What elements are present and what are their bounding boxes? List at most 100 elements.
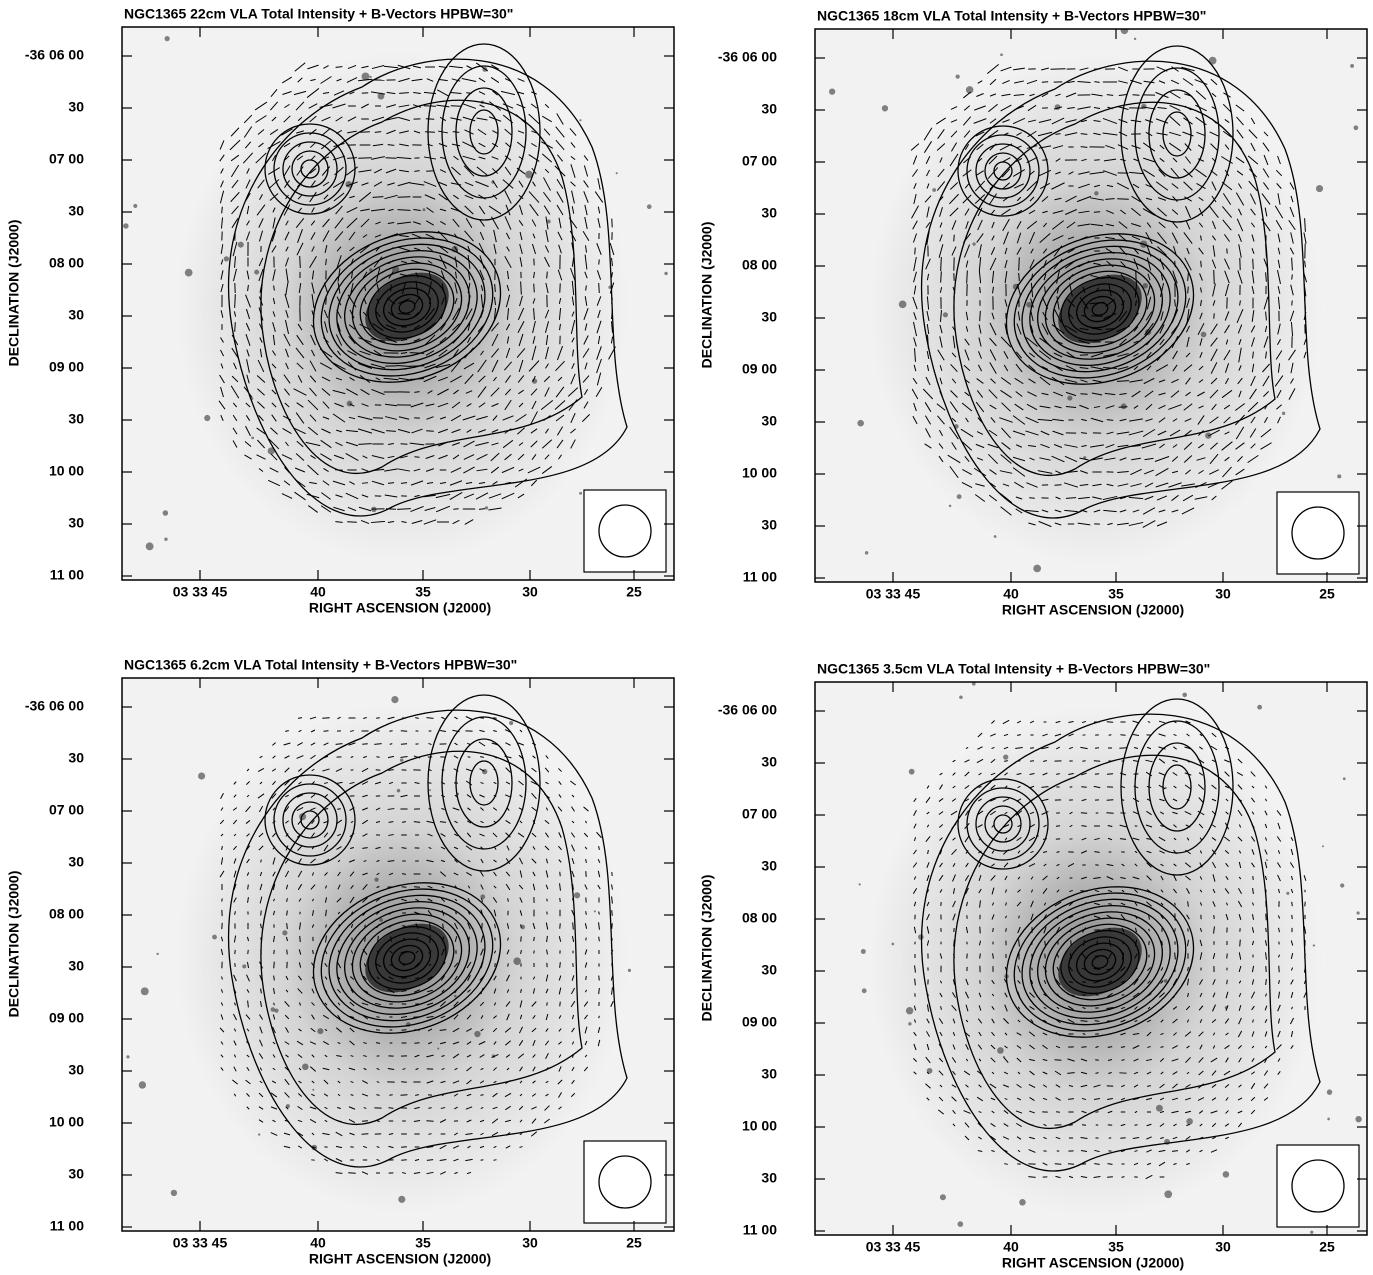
x-tick-label: 40 bbox=[310, 584, 326, 600]
beam-box bbox=[584, 1141, 666, 1223]
b-vector bbox=[261, 860, 262, 863]
b-vector bbox=[1095, 1073, 1098, 1074]
star bbox=[994, 535, 997, 538]
b-vector bbox=[1266, 928, 1267, 932]
star bbox=[482, 769, 487, 774]
star bbox=[251, 437, 254, 440]
y-tick-label: 10 00 bbox=[49, 1114, 84, 1130]
panel-title: NGC1365 3.5cm VLA Total Intensity + B-Ve… bbox=[817, 661, 1210, 677]
star bbox=[429, 789, 431, 791]
x-tick-label: 25 bbox=[1319, 1239, 1335, 1255]
x-tick-label: 03 33 45 bbox=[173, 1235, 228, 1251]
b-vector bbox=[1227, 980, 1228, 984]
star bbox=[957, 494, 962, 499]
y-tick-label: 30 bbox=[68, 99, 84, 115]
b-vector bbox=[1119, 407, 1128, 408]
x-axis-label: RIGHT ASCENSION (J2000) bbox=[309, 600, 491, 616]
b-vector bbox=[573, 922, 574, 929]
panel: NGC1365 3.5cm VLA Total Intensity + B-Ve… bbox=[699, 661, 1367, 1271]
star bbox=[271, 1007, 276, 1012]
star bbox=[1134, 38, 1136, 40]
b-vector bbox=[521, 936, 522, 941]
x-tick-label: 25 bbox=[626, 584, 642, 600]
b-vector bbox=[612, 923, 613, 929]
b-vector bbox=[599, 912, 600, 915]
star bbox=[1282, 412, 1285, 415]
b-vector bbox=[1122, 1177, 1125, 1178]
y-tick-label: 30 bbox=[68, 958, 84, 974]
star bbox=[909, 769, 915, 775]
x-tick-label: 30 bbox=[522, 1235, 538, 1251]
b-vector bbox=[1081, 134, 1088, 135]
b-vector bbox=[235, 950, 236, 954]
star bbox=[1201, 332, 1207, 338]
b-vector bbox=[1122, 1060, 1125, 1061]
x-tick-label: 30 bbox=[1215, 1239, 1231, 1255]
b-vector bbox=[362, 744, 368, 745]
star bbox=[165, 36, 170, 41]
y-tick-label: 11 00 bbox=[50, 1218, 84, 1234]
star bbox=[574, 892, 580, 898]
y-axis-label: DECLINATION (J2000) bbox=[6, 871, 22, 1018]
star bbox=[829, 89, 835, 95]
star bbox=[1313, 944, 1315, 946]
star bbox=[579, 119, 581, 121]
b-vector bbox=[300, 912, 301, 915]
star bbox=[423, 208, 426, 211]
star bbox=[1186, 1118, 1193, 1125]
star bbox=[1286, 892, 1289, 895]
b-vector bbox=[287, 898, 288, 902]
star bbox=[908, 1022, 911, 1025]
beam-box bbox=[1277, 1145, 1359, 1227]
b-vector bbox=[358, 158, 371, 159]
y-tick-label: 30 bbox=[68, 307, 84, 323]
y-tick-label: 10 00 bbox=[742, 1118, 777, 1134]
y-tick-label: 09 00 bbox=[742, 1014, 777, 1030]
x-tick-label: 25 bbox=[1319, 586, 1335, 602]
panel-title: NGC1365 6.2cm VLA Total Intensity + B-Ve… bbox=[124, 657, 517, 673]
b-vector bbox=[1117, 381, 1129, 382]
star bbox=[1357, 911, 1360, 914]
x-tick-label: 35 bbox=[1108, 1239, 1124, 1255]
b-vector bbox=[375, 132, 381, 133]
star bbox=[242, 964, 246, 968]
b-vector bbox=[560, 923, 561, 928]
star bbox=[454, 995, 457, 998]
panel-title: NGC1365 18cm VLA Total Intensity + B-Vec… bbox=[817, 8, 1206, 24]
b-vector bbox=[425, 132, 435, 133]
star bbox=[932, 188, 936, 192]
b-vector bbox=[1004, 1164, 1008, 1165]
star bbox=[369, 76, 371, 78]
star bbox=[238, 242, 244, 248]
star bbox=[126, 1055, 129, 1058]
b-vector bbox=[222, 207, 223, 214]
star bbox=[959, 696, 963, 700]
y-tick-label: 11 00 bbox=[50, 567, 84, 583]
star bbox=[949, 505, 952, 508]
x-tick-label: 30 bbox=[522, 584, 538, 600]
b-vector bbox=[324, 731, 329, 732]
b-vector bbox=[1149, 929, 1150, 931]
y-axis-label: DECLINATION (J2000) bbox=[699, 875, 715, 1022]
panel: NGC1365 6.2cm VLA Total Intensity + B-Ve… bbox=[6, 657, 674, 1267]
star bbox=[1182, 693, 1187, 698]
b-vector bbox=[414, 1043, 419, 1044]
x-tick-label: 25 bbox=[626, 1235, 642, 1251]
b-vector bbox=[1266, 979, 1267, 985]
y-tick-label: -36 06 00 bbox=[718, 702, 777, 718]
b-vector bbox=[1107, 722, 1113, 723]
b-vector bbox=[560, 898, 561, 902]
x-tick-label: 35 bbox=[415, 584, 431, 600]
star bbox=[391, 696, 398, 703]
b-vector bbox=[401, 444, 408, 445]
b-vector bbox=[362, 483, 368, 484]
star bbox=[918, 934, 924, 940]
star bbox=[374, 878, 378, 882]
y-tick-label: 08 00 bbox=[742, 910, 777, 926]
star bbox=[899, 301, 907, 309]
b-vector bbox=[401, 731, 407, 732]
x-tick-label: 40 bbox=[1003, 586, 1019, 602]
x-tick-label: 03 33 45 bbox=[173, 584, 228, 600]
b-vector bbox=[389, 822, 394, 823]
star bbox=[485, 506, 488, 509]
